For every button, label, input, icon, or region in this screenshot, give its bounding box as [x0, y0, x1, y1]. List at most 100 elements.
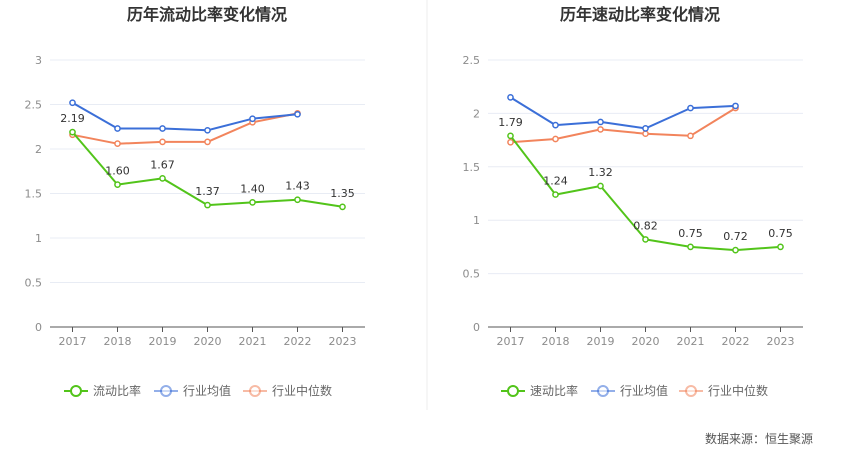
x-tick-label: 2017	[59, 335, 87, 348]
data-point-median	[597, 126, 604, 133]
data-point-avg	[294, 110, 301, 118]
data-point-avg	[687, 104, 694, 112]
data-label: 1.43	[285, 180, 310, 193]
data-point-main	[597, 182, 604, 190]
x-tick-label: 2021	[239, 335, 267, 348]
data-point-main	[339, 203, 346, 211]
data-label: 0.75	[768, 227, 793, 240]
series-line-avg	[72, 101, 298, 132]
series-line-median	[510, 107, 737, 144]
data-point-avg	[69, 99, 76, 107]
series-line-median	[72, 112, 298, 145]
y-tick-label: 1.5	[463, 161, 481, 174]
data-label: 0.75	[678, 227, 703, 240]
x-tick-label: 2020	[632, 335, 660, 348]
data-label: 1.32	[588, 166, 613, 179]
data-point-main	[552, 191, 559, 198]
data-point-avg	[204, 126, 211, 134]
data-point-median	[114, 140, 121, 148]
y-tick-label: 2.5	[463, 54, 481, 67]
y-tick-label: 2	[473, 107, 480, 120]
chart-title: 历年流动比率变化情况	[127, 5, 287, 24]
legend-item-main[interactable]: 速动比率	[501, 383, 578, 398]
data-point-main	[507, 132, 514, 140]
x-tick-label: 2019	[149, 335, 177, 348]
y-tick-label: 1.5	[25, 188, 43, 201]
data-point-avg	[507, 94, 514, 101]
legend-item-avg[interactable]: 行业均值	[591, 383, 668, 398]
data-point-main	[687, 243, 694, 251]
data-point-avg	[732, 102, 739, 110]
data-point-avg	[597, 118, 604, 126]
data-point-avg	[249, 115, 256, 123]
data-point-main	[249, 199, 256, 206]
data-point-avg	[114, 125, 121, 132]
data-label: 1.24	[543, 175, 568, 188]
data-point-avg	[642, 125, 649, 132]
data-label: 1.79	[498, 116, 523, 129]
data-source: 数据来源：恒生聚源	[705, 431, 813, 446]
legend-item-median[interactable]: 行业中位数	[243, 383, 332, 398]
data-point-main	[777, 243, 784, 251]
data-point-main	[294, 196, 301, 204]
data-label: 1.35	[330, 187, 355, 200]
data-point-median	[552, 135, 559, 143]
y-tick-label: 2.5	[25, 99, 43, 112]
x-tick-label: 2017	[497, 335, 525, 348]
x-tick-label: 2020	[194, 335, 222, 348]
legend-label: 行业均值	[620, 383, 668, 398]
data-point-main	[732, 246, 739, 254]
chart-title: 历年速动比率变化情况	[560, 5, 720, 24]
legend-label: 行业中位数	[272, 383, 332, 398]
legend-label: 行业均值	[183, 383, 231, 398]
data-label: 1.67	[150, 158, 175, 171]
data-point-median	[687, 132, 694, 140]
data-point-median	[642, 130, 649, 138]
data-point-median	[507, 138, 514, 146]
x-tick-label: 2023	[767, 335, 795, 348]
legend-label: 流动比率	[93, 383, 141, 398]
data-point-main	[159, 175, 166, 182]
data-point-median	[204, 138, 211, 146]
y-tick-label: 0.5	[25, 277, 43, 290]
legend-marker	[70, 385, 82, 397]
legend-item-main[interactable]: 流动比率	[64, 383, 141, 398]
y-tick-label: 1	[35, 232, 42, 245]
legend-marker	[507, 385, 519, 397]
series-line-avg	[509, 96, 736, 130]
y-tick-label: 0.5	[463, 268, 481, 281]
x-tick-label: 2018	[104, 335, 132, 348]
chart-panel-2: 历年速动比率变化情况 0 0.5 1 1.5 2 2.5 2017 2018 2019 2020 20…	[463, 5, 803, 398]
legend-item-median[interactable]: 行业中位数	[679, 383, 768, 398]
legend-item-avg[interactable]: 行业均值	[154, 383, 231, 398]
data-point-avg	[552, 121, 559, 129]
data-label: 1.60	[105, 165, 130, 178]
chart-panel-1: 历年流动比率变化情况 0 0.5 1 1.5 2 2.5 3 2017 2018 2019 2020 2…	[25, 5, 365, 398]
data-label: 1.37	[195, 185, 220, 198]
data-label: 0.72	[723, 230, 748, 243]
legend-marker	[160, 385, 172, 397]
data-point-avg	[159, 125, 166, 132]
y-tick-label: 2	[35, 143, 42, 156]
y-tick-label: 0	[473, 321, 480, 334]
data-point-median	[159, 138, 166, 146]
data-label: 0.82	[633, 219, 658, 232]
legend-marker	[249, 385, 261, 397]
x-tick-label: 2023	[329, 335, 357, 348]
data-point-main	[69, 128, 76, 136]
data-point-main	[642, 236, 649, 243]
x-tick-label: 2018	[542, 335, 570, 348]
y-tick-label: 1	[473, 214, 480, 227]
x-tick-label: 2022	[284, 335, 312, 348]
legend-label: 速动比率	[530, 383, 578, 398]
x-tick-label: 2022	[722, 335, 750, 348]
data-point-main	[114, 181, 121, 188]
legend-marker	[597, 385, 609, 397]
data-point-main	[204, 201, 211, 209]
data-label: 2.19	[60, 112, 85, 125]
data-label: 1.40	[240, 182, 265, 195]
x-tick-label: 2021	[677, 335, 705, 348]
y-tick-label: 0	[35, 321, 42, 334]
legend-label: 行业中位数	[708, 383, 768, 398]
